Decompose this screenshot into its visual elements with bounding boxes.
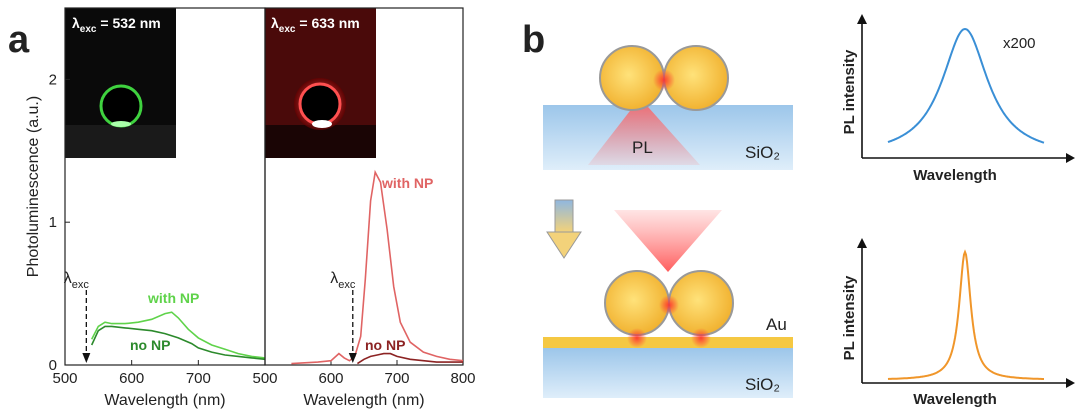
x-axis-label: Wavelength (nm) bbox=[104, 392, 225, 409]
series-label: no NP bbox=[130, 337, 170, 353]
excitation-arrowhead bbox=[349, 353, 357, 363]
schematic-label: Au bbox=[766, 315, 787, 334]
inset-label-rest: = 633 nm bbox=[295, 15, 359, 31]
spectrum-annotation: x200 bbox=[1003, 35, 1036, 52]
spectrum-curve bbox=[888, 252, 1044, 379]
inset-label-symbol: λ bbox=[271, 15, 279, 31]
spectrum-axes bbox=[857, 14, 1075, 388]
x-tick-label: 700 bbox=[384, 370, 409, 387]
figure: a b λexc = 532 nm λexc = 633 nm PL SiO₂ … bbox=[0, 0, 1076, 415]
spectrum-xlabel: Wavelength bbox=[913, 391, 997, 408]
y-tick-label: 2 bbox=[49, 71, 57, 88]
excitation-label: λexc bbox=[64, 270, 90, 291]
excitation-symbol: λ bbox=[330, 270, 338, 287]
series-label: with NP bbox=[147, 290, 199, 306]
panel-label: b bbox=[522, 19, 545, 61]
x-tick-label: 600 bbox=[318, 370, 343, 387]
x-tick-label: 500 bbox=[252, 370, 277, 387]
y-tick-label: 1 bbox=[49, 214, 57, 231]
inset-label-sub: exc bbox=[279, 24, 296, 35]
schematic bbox=[543, 46, 793, 398]
excitation-symbol: λ bbox=[64, 270, 72, 287]
inset-label-symbol: λ bbox=[72, 15, 80, 31]
y-tick-label: 0 bbox=[49, 357, 57, 374]
x-tick-label: 700 bbox=[186, 370, 211, 387]
schematic-label: SiO₂ bbox=[745, 143, 780, 162]
series-label: no NP bbox=[365, 337, 405, 353]
panel-label: a bbox=[8, 19, 30, 61]
inset-label-rest: = 532 nm bbox=[96, 15, 160, 31]
schematic-label: SiO₂ bbox=[745, 375, 780, 394]
x-tick-label: 600 bbox=[119, 370, 144, 387]
series-line bbox=[92, 312, 265, 358]
excitation-arrowhead bbox=[82, 353, 90, 363]
excitation-sub: exc bbox=[338, 279, 356, 291]
spectrum-ylabel: PL intensity bbox=[841, 275, 858, 360]
x-axis-label: Wavelength (nm) bbox=[303, 392, 424, 409]
spectrum-xlabel: Wavelength bbox=[913, 167, 997, 184]
excitation-label: λexc bbox=[330, 270, 356, 291]
y-axis-label: Photoluminescence (a.u.) bbox=[25, 96, 42, 277]
spectrum-ylabel: PL intensity bbox=[841, 49, 858, 134]
schematic-label: PL bbox=[632, 138, 653, 157]
series-label: with NP bbox=[381, 175, 433, 191]
series-line bbox=[291, 172, 463, 363]
excitation-sub: exc bbox=[72, 279, 90, 291]
x-tick-label: 800 bbox=[450, 370, 475, 387]
inset-label-sub: exc bbox=[80, 24, 97, 35]
